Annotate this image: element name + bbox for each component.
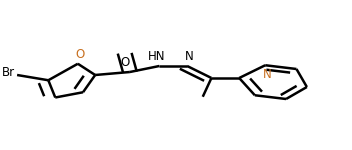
Text: O: O xyxy=(120,56,129,69)
Text: HN: HN xyxy=(148,50,165,63)
Text: Br: Br xyxy=(2,66,15,78)
Text: O: O xyxy=(75,48,84,62)
Text: N: N xyxy=(184,50,193,63)
Text: N: N xyxy=(263,68,271,81)
